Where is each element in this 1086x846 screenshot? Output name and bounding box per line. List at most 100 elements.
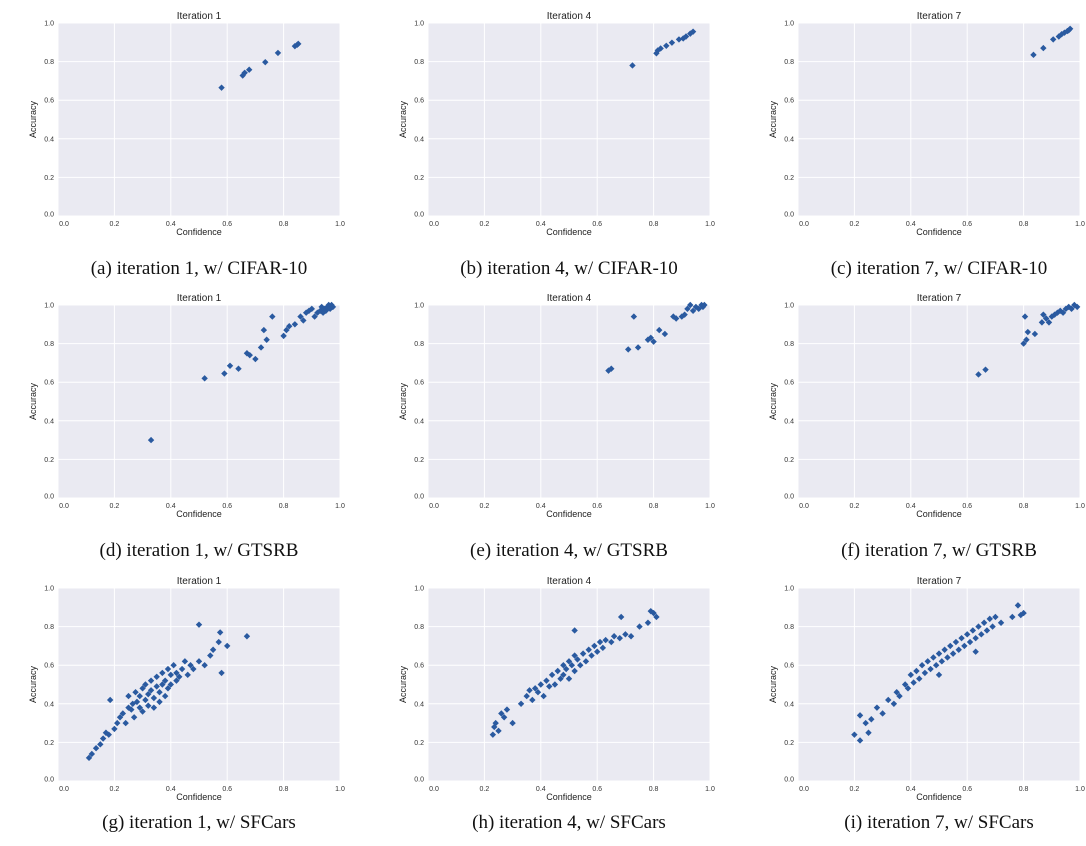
y-axis-label: Accuracy	[398, 665, 408, 703]
data-point	[243, 633, 251, 640]
data-point	[215, 638, 222, 646]
data-point	[181, 658, 189, 665]
data-point	[608, 365, 615, 372]
x-tick-label: 1.0	[1075, 503, 1085, 510]
data-point	[1023, 336, 1030, 343]
data-point	[218, 669, 225, 677]
data-point	[682, 33, 690, 40]
data-point	[114, 719, 121, 727]
data-point	[187, 662, 194, 669]
x-axis-label: Confidence	[546, 509, 592, 519]
x-tick-label: 0.6	[592, 221, 602, 228]
y-tick-label: 1.0	[784, 303, 794, 310]
x-tick-label: 0.2	[480, 786, 490, 793]
x-axis-label: Confidence	[916, 509, 962, 519]
x-tick-label: 0.2	[850, 786, 860, 793]
data-point	[173, 669, 180, 677]
data-point	[97, 741, 104, 748]
y-tick-label: 1.0	[44, 586, 54, 593]
y-tick-label: 0.4	[784, 136, 794, 143]
plot-area	[798, 588, 1080, 781]
data-point	[224, 642, 231, 650]
data-point	[122, 719, 129, 727]
data-point	[992, 613, 999, 621]
x-tick-label: 0.0	[429, 786, 439, 793]
data-point	[978, 631, 985, 638]
data-point	[195, 658, 203, 665]
x-tick-label: 0.0	[59, 221, 69, 228]
x-tick-label: 1.0	[705, 786, 715, 793]
data-point	[489, 731, 497, 738]
data-point	[873, 704, 881, 711]
data-point	[523, 692, 530, 700]
data-point	[896, 692, 903, 700]
data-point	[221, 370, 228, 377]
data-point	[1020, 609, 1027, 617]
plot-area	[798, 305, 1080, 498]
y-tick-label: 0.6	[784, 380, 794, 387]
data-point	[1055, 33, 1063, 40]
y-tick-label: 0.8	[44, 59, 54, 66]
y-tick-label: 1.0	[784, 21, 794, 28]
data-point	[955, 646, 962, 653]
data-point	[286, 323, 293, 330]
data-point	[209, 646, 217, 653]
data-point	[591, 642, 598, 650]
data-point	[969, 627, 977, 634]
data-point	[153, 683, 160, 690]
data-point	[235, 365, 242, 372]
data-point	[150, 694, 158, 702]
data-point	[932, 662, 940, 669]
y-tick-label: 0.2	[784, 740, 794, 747]
data-point	[252, 355, 259, 363]
data-point	[650, 609, 657, 617]
data-point	[119, 710, 127, 717]
data-point	[88, 750, 96, 758]
data-point	[916, 675, 923, 682]
data-point	[136, 692, 143, 700]
y-tick-label: 0.8	[414, 341, 424, 348]
data-point	[105, 731, 112, 738]
data-point	[927, 665, 934, 673]
x-axis-label: Confidence	[176, 792, 222, 802]
data-point	[139, 708, 146, 715]
data-point	[537, 681, 544, 688]
data-point	[1020, 340, 1027, 347]
x-tick-label: 0.2	[110, 786, 120, 793]
data-point	[868, 716, 875, 723]
y-axis-label: Accuracy	[398, 382, 408, 420]
chart-title: Iteration 1	[177, 576, 222, 587]
data-point	[201, 662, 208, 669]
data-point	[1059, 309, 1067, 316]
data-point	[599, 644, 607, 652]
data-point	[588, 652, 595, 659]
data-point	[546, 683, 553, 690]
x-tick-label: 0.2	[110, 221, 120, 228]
y-tick-label: 1.0	[414, 21, 424, 28]
y-tick-label: 0.2	[414, 457, 424, 464]
data-point	[500, 714, 508, 721]
y-tick-label: 0.6	[784, 663, 794, 670]
data-point	[980, 619, 988, 626]
data-point	[571, 652, 578, 659]
data-point	[596, 638, 604, 646]
x-axis-label: Confidence	[916, 227, 962, 237]
data-point	[1009, 613, 1016, 621]
x-tick-label: 0.6	[222, 221, 232, 228]
data-point	[879, 710, 886, 717]
chart-title: Iteration 1	[177, 293, 222, 304]
data-point	[263, 336, 270, 343]
data-point	[975, 371, 982, 378]
plot-area	[428, 23, 710, 216]
data-point	[625, 346, 632, 353]
data-point	[890, 700, 898, 707]
data-point	[949, 650, 957, 657]
data-point	[582, 658, 590, 665]
data-point	[531, 685, 539, 692]
plot-area	[58, 23, 340, 216]
data-point	[901, 681, 909, 688]
chart-title: Iteration 4	[547, 576, 592, 587]
y-tick-label: 0.0	[44, 777, 54, 784]
data-point	[201, 375, 208, 382]
